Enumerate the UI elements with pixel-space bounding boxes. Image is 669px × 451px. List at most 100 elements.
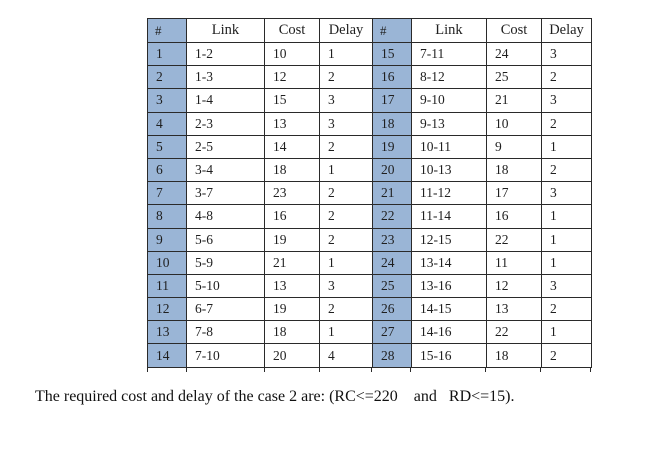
table-row: 12 6-7 19 2 26 14-15 13 2	[147, 297, 592, 322]
caption: The required cost and delay of the case …	[35, 388, 515, 405]
cost-cell: 18	[486, 343, 542, 368]
row-number-cell: 20	[372, 157, 412, 183]
link-cell: 4-8	[186, 204, 265, 229]
delay-cell: 2	[319, 134, 373, 159]
table-row: 8 4-8 16 2 22 11-14 16 1	[147, 204, 592, 229]
cost-cell: 12	[486, 273, 542, 299]
link-cell: 9-13	[411, 111, 487, 136]
cost-cell: 19	[264, 297, 320, 322]
link-cost-delay-table: # Link Cost Delay # Link Cost Delay 1 1-2…	[147, 18, 592, 368]
delay-cell: 3	[319, 111, 373, 136]
cost-cell: 21	[264, 250, 320, 275]
table-row: 5 2-5 14 2 19 10-11 9 1	[147, 134, 592, 159]
table-header: # Link Cost Delay # Link Cost Delay	[147, 18, 592, 43]
delay-cell: 2	[319, 204, 373, 229]
delay-cell: 2	[319, 181, 373, 206]
link-cell: 14-15	[411, 297, 487, 322]
cost-cell: 22	[486, 320, 542, 345]
row-number-cell: 28	[372, 343, 412, 368]
delay-cell: 1	[319, 320, 373, 345]
header-row: # Link Cost Delay # Link Cost Delay	[147, 18, 592, 43]
link-cell: 5-6	[186, 227, 265, 252]
link-cell: 2-3	[186, 111, 265, 136]
link-cell: 14-16	[411, 320, 487, 345]
link-cell: 13-14	[411, 250, 487, 275]
row-number-cell: 6	[147, 157, 187, 183]
link-cell: 11-12	[411, 181, 487, 206]
row-number-cell: 4	[147, 111, 187, 136]
row-number-cell: 8	[147, 204, 187, 229]
delay-cell: 1	[541, 204, 592, 229]
row-number-cell: 13	[147, 320, 187, 345]
cost-cell: 18	[486, 157, 542, 183]
cost-cell: 23	[264, 181, 320, 206]
delay-cell: 1	[319, 41, 373, 67]
link-cell: 2-5	[186, 134, 265, 159]
link-cell: 1-3	[186, 65, 265, 90]
delay-cell: 3	[541, 88, 592, 113]
delay-cell: 1	[541, 320, 592, 345]
cost-cell: 12	[264, 65, 320, 90]
table-row: 9 5-6 19 2 23 12-15 22 1	[147, 227, 592, 252]
link-cell: 13-16	[411, 273, 487, 299]
row-number-cell: 24	[372, 250, 412, 275]
delay-cell: 3	[541, 273, 592, 299]
link-cell: 3-4	[186, 157, 265, 183]
cost-cell: 20	[264, 343, 320, 368]
cost-cell: 25	[486, 65, 542, 90]
link-cell: 3-7	[186, 181, 265, 206]
row-number-cell: 5	[147, 134, 187, 159]
header-cost: Cost	[486, 18, 542, 43]
header-delay: Delay	[541, 18, 592, 43]
row-number-cell: 22	[372, 204, 412, 229]
row-number-cell: 7	[147, 181, 187, 206]
cropped-next-row	[147, 367, 591, 372]
cost-cell: 13	[264, 111, 320, 136]
delay-cell: 2	[541, 297, 592, 322]
cost-cell: 19	[264, 227, 320, 252]
row-number-cell: 11	[147, 273, 187, 299]
delay-cell: 1	[319, 157, 373, 183]
cost-cell: 10	[264, 41, 320, 67]
row-number-cell: 23	[372, 227, 412, 252]
delay-cell: 2	[319, 297, 373, 322]
cost-cell: 16	[264, 204, 320, 229]
delay-cell: 3	[319, 273, 373, 299]
delay-cell: 1	[319, 250, 373, 275]
link-cell: 9-10	[411, 88, 487, 113]
row-number-cell: 19	[372, 134, 412, 159]
link-cell: 8-12	[411, 65, 487, 90]
cost-cell: 22	[486, 227, 542, 252]
cost-cell: 18	[264, 157, 320, 183]
delay-cell: 3	[541, 41, 592, 67]
link-cell: 7-10	[186, 343, 265, 368]
cost-cell: 16	[486, 204, 542, 229]
link-cell: 6-7	[186, 297, 265, 322]
delay-cell: 4	[319, 343, 373, 368]
row-number-cell: 2	[147, 65, 187, 90]
cost-cell: 21	[486, 88, 542, 113]
header-link: Link	[411, 18, 487, 43]
row-number-cell: 14	[147, 343, 187, 368]
row-number-cell: 27	[372, 320, 412, 345]
row-number-cell: 15	[372, 41, 412, 67]
delay-cell: 3	[541, 181, 592, 206]
row-number-cell: 3	[147, 88, 187, 113]
row-number-cell: 12	[147, 297, 187, 322]
table-row: 4 2-3 13 3 18 9-13 10 2	[147, 111, 592, 136]
delay-cell: 1	[541, 250, 592, 275]
table-row: 10 5-9 21 1 24 13-14 11 1	[147, 250, 592, 275]
link-cell: 5-10	[186, 273, 265, 299]
table-row: 3 1-4 15 3 17 9-10 21 3	[147, 88, 592, 113]
cost-cell: 17	[486, 181, 542, 206]
delay-cell: 2	[541, 65, 592, 90]
table-row: 1 1-2 10 1 15 7-11 24 3	[147, 41, 592, 67]
row-number-cell: 26	[372, 297, 412, 322]
cost-cell: 10	[486, 111, 542, 136]
cost-cell: 13	[486, 297, 542, 322]
row-number-cell: 18	[372, 111, 412, 136]
link-cell: 12-15	[411, 227, 487, 252]
link-cell: 10-13	[411, 157, 487, 183]
cost-cell: 18	[264, 320, 320, 345]
